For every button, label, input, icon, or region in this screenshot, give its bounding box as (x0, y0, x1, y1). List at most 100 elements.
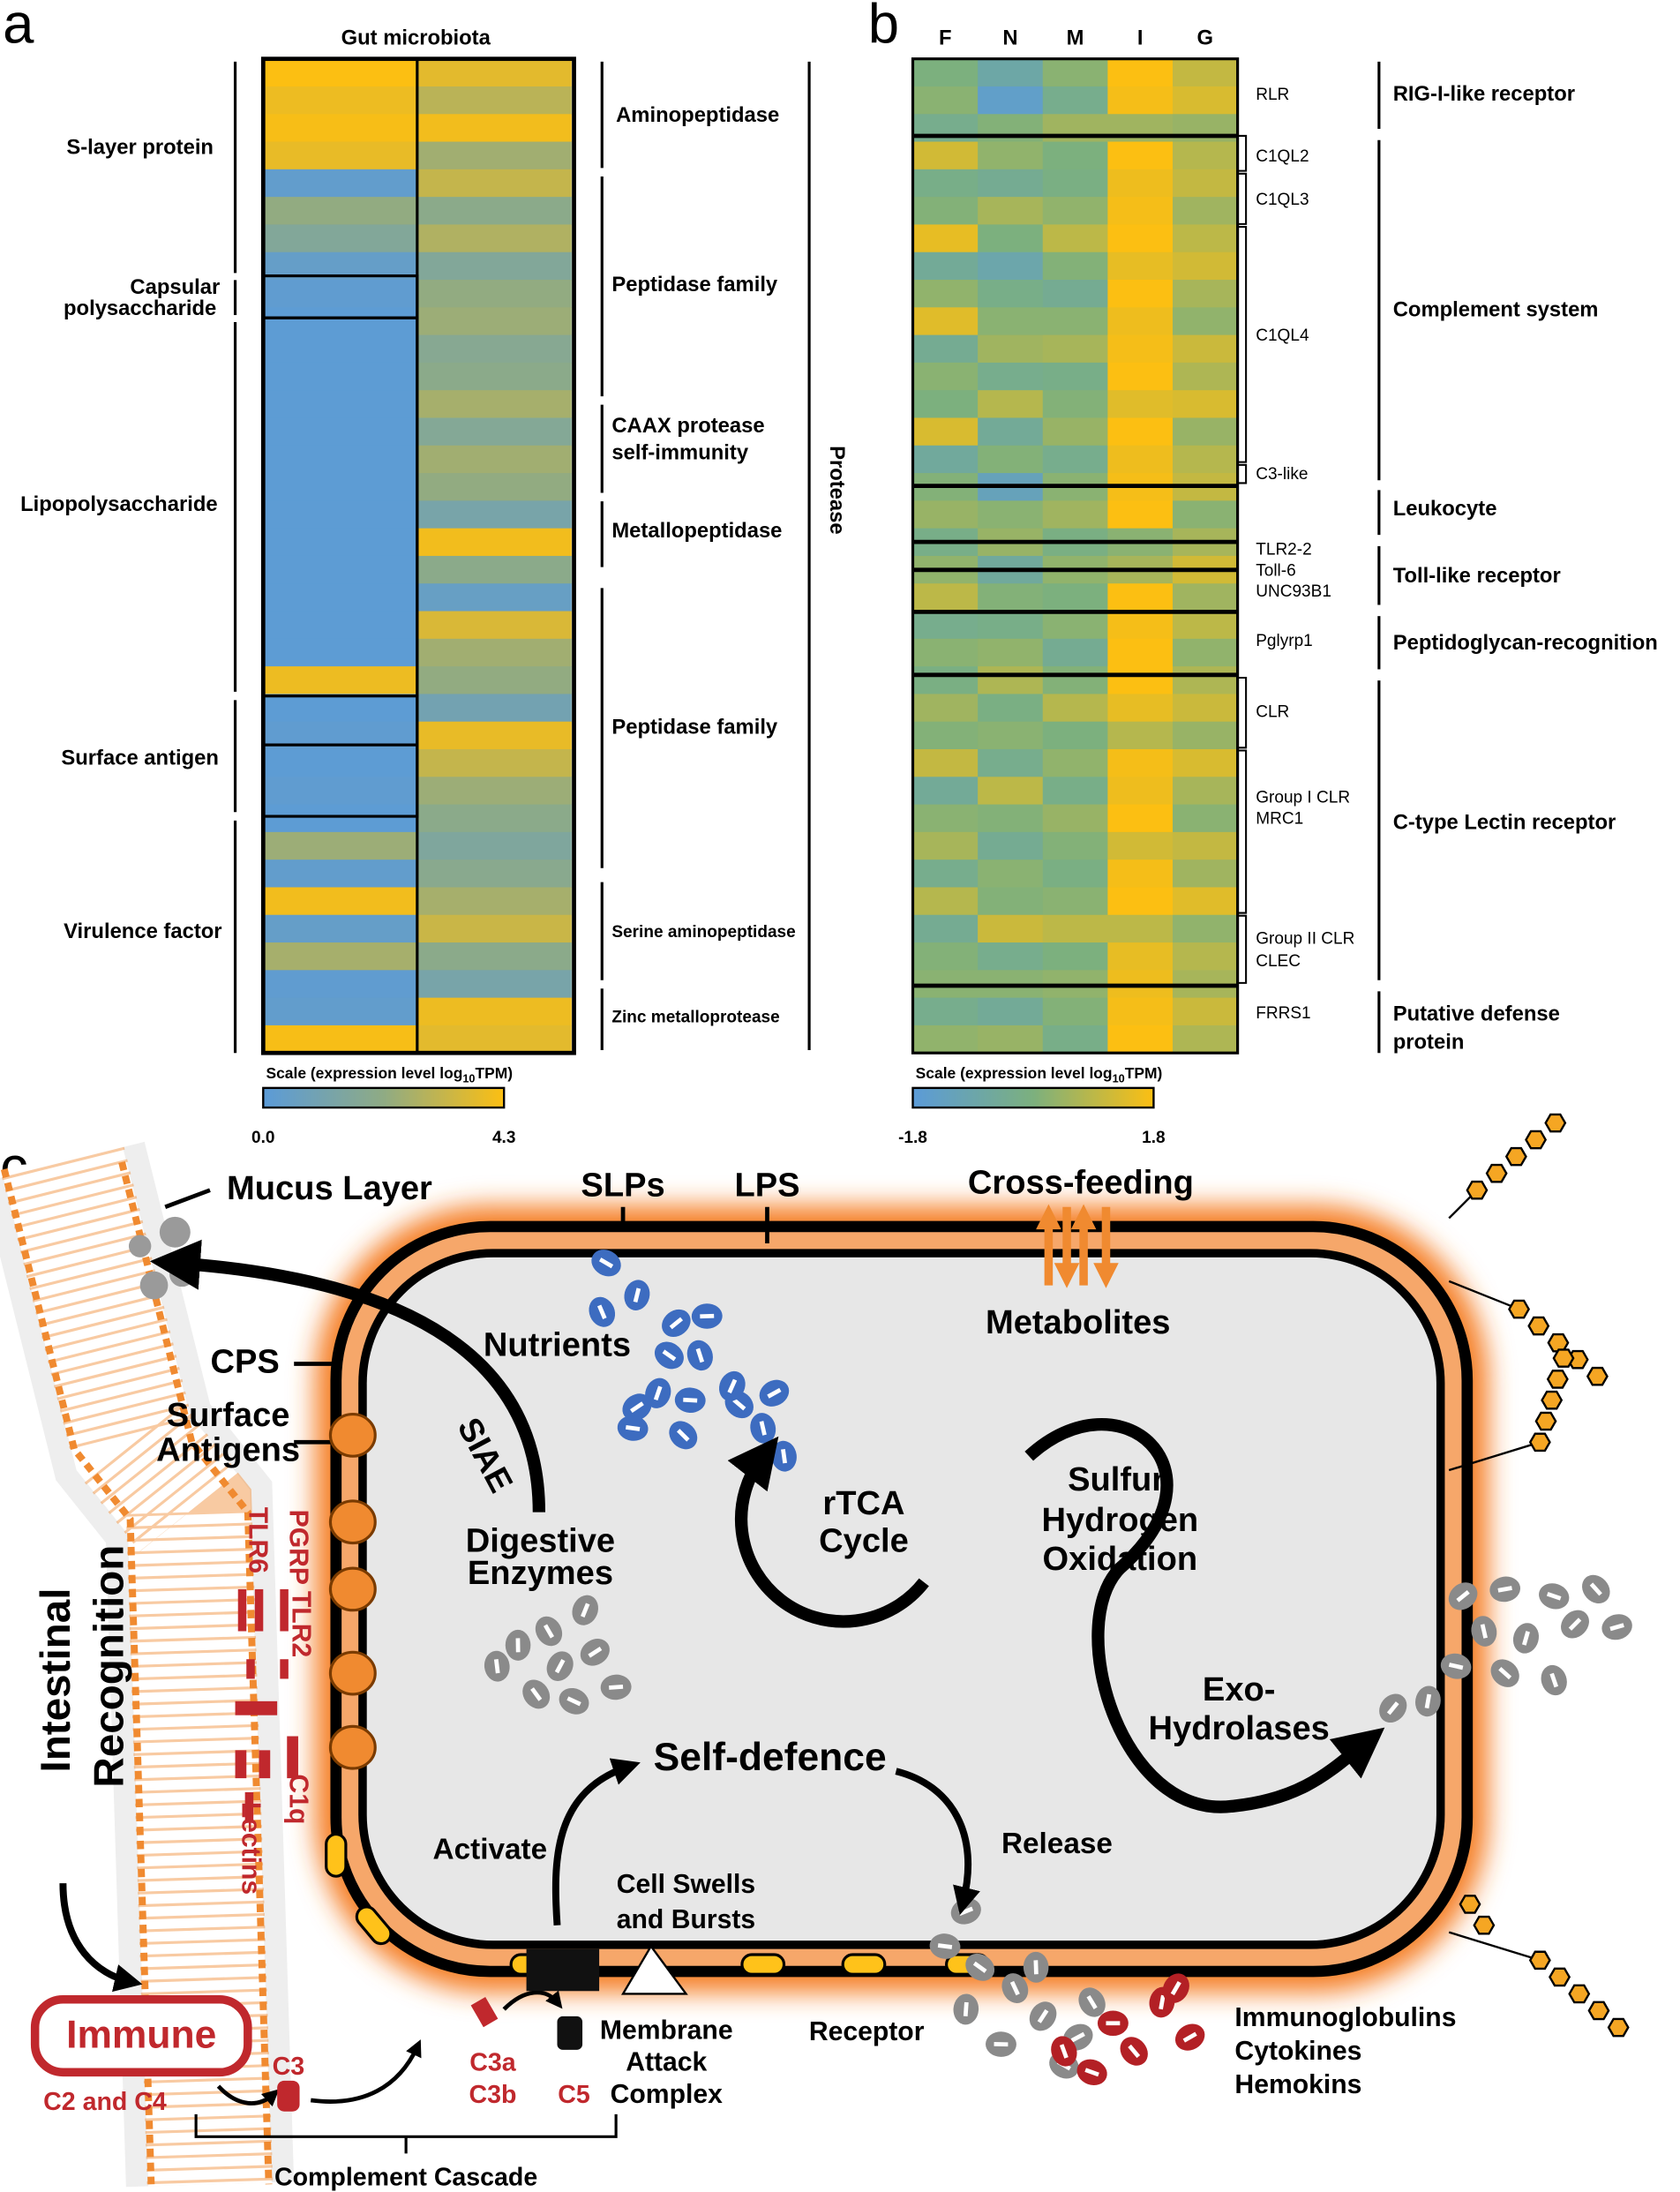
gene-labels: RLR C1QL2 C1QL3 C1QL4 C3-like TLR2-2 Toll-6 UNC… (1256, 86, 1354, 1023)
particle-stripe (1498, 1667, 1512, 1680)
particle-stripe (669, 1317, 684, 1330)
label: Oxidation (1043, 1541, 1198, 1578)
heat-cell (1042, 583, 1108, 612)
heat-cell (263, 445, 418, 474)
colorbar-title-part: Scale (expression level log (266, 1064, 462, 1082)
heat-cell (912, 197, 979, 225)
heat-cell (1042, 748, 1108, 777)
heat-cell (1107, 777, 1174, 806)
heat-cell (416, 307, 572, 336)
sugar (1485, 1163, 1508, 1183)
particle (1539, 1583, 1570, 1610)
label: Activate (433, 1833, 548, 1865)
heat-cell (978, 914, 1044, 943)
heat-cell (1172, 748, 1239, 777)
heat-cell (1172, 583, 1239, 612)
heat-cell (1042, 58, 1108, 87)
leaders (164, 1188, 769, 1445)
label: Recognition (86, 1545, 133, 1788)
heat-cell (912, 500, 979, 529)
particle (1051, 2036, 1077, 2067)
particle-stripe (1497, 1586, 1512, 1593)
heat-cell (1107, 914, 1174, 943)
heat-cell (263, 970, 418, 999)
heat-cell (978, 748, 1044, 777)
heat-cell (1042, 666, 1108, 694)
heat-cell (1107, 638, 1174, 667)
particle (1512, 1623, 1540, 1654)
right-groups: Aminopeptidase Peptidase family CAAX pro… (611, 103, 849, 1027)
heat-cell (416, 445, 572, 474)
heat-cell (1042, 280, 1108, 308)
heat-cell (978, 860, 1044, 888)
heat-cell (912, 997, 979, 1026)
heat-cell (1042, 914, 1108, 943)
heat-cell (1042, 334, 1108, 364)
heat-cell (1107, 86, 1174, 115)
particle-stripe (972, 1961, 987, 1973)
heat-cell (263, 831, 418, 860)
heat-cell (912, 251, 979, 281)
particle-stripe (767, 1387, 782, 1399)
colorbar-title-part: TPM) (1125, 1064, 1163, 1082)
particle-stripe (1549, 1672, 1559, 1688)
particle (645, 1378, 671, 1408)
particle-stripe (1070, 2031, 1085, 2043)
label: Hydrolases (1149, 1710, 1330, 1747)
particle-stripe (493, 1659, 500, 1674)
heat-cell (1107, 887, 1174, 916)
particle (1440, 1653, 1472, 1679)
colorbar-title-part: 10 (462, 1073, 475, 1085)
particle (1162, 1973, 1189, 2003)
colorbar-title-part: Scale (expression level log (916, 1064, 1113, 1082)
particle-stripe (566, 1696, 581, 1707)
particle-stripe (759, 1421, 767, 1436)
heat-cell (978, 804, 1044, 833)
heat-cell (1042, 500, 1108, 529)
particle (1023, 1951, 1049, 1983)
label: Hydrogen (1041, 1502, 1198, 1539)
particle (953, 1993, 979, 2025)
heat-cell (1042, 942, 1108, 971)
heat-cell (1042, 1025, 1108, 1054)
label: Receptor (809, 2017, 925, 2046)
colorbar-tick-label: 4.3 (492, 1129, 515, 1147)
colorbar-tick-label: 1.8 (1142, 1129, 1165, 1147)
heat-cell (978, 334, 1044, 364)
group-label: Metallopeptidase (611, 519, 782, 543)
particle-stripe (530, 1687, 543, 1701)
particle (1097, 2010, 1129, 2037)
heat-cell (416, 694, 572, 723)
particle (669, 1421, 698, 1450)
heat-cell (1042, 141, 1108, 170)
heat-cell (1107, 721, 1174, 750)
heat-cell (912, 914, 979, 943)
colorbar-tick-label: -1.8 (898, 1129, 927, 1147)
sugar (1586, 1366, 1609, 1386)
heat-cell (1172, 914, 1239, 943)
heat-cell (263, 141, 418, 170)
particle (965, 1953, 995, 1981)
heat-cell (263, 666, 418, 694)
heat-cell (912, 362, 979, 391)
particle-stripe (588, 1646, 603, 1658)
heat-cell (263, 611, 418, 640)
label: C2 and C4 (43, 2088, 167, 2116)
colorbar-tick-label: 0.0 (251, 1129, 274, 1147)
heat-cell (263, 887, 418, 916)
heat-cell (416, 555, 572, 584)
heat-cell (263, 114, 418, 143)
heat-cell (263, 224, 418, 253)
particle-stripe (1037, 2008, 1049, 2023)
heat-cell (1107, 997, 1174, 1026)
membrane-band (3, 1147, 272, 2187)
particle-stripe (937, 1943, 953, 1949)
heat-cell (1042, 86, 1108, 115)
heat-cell (1042, 445, 1108, 474)
heat-cell (263, 942, 418, 971)
particle (559, 1687, 589, 1715)
heat-cell (912, 804, 979, 833)
label: Release (1001, 1828, 1113, 1860)
group-label: Serine aminopeptidase (611, 923, 795, 942)
